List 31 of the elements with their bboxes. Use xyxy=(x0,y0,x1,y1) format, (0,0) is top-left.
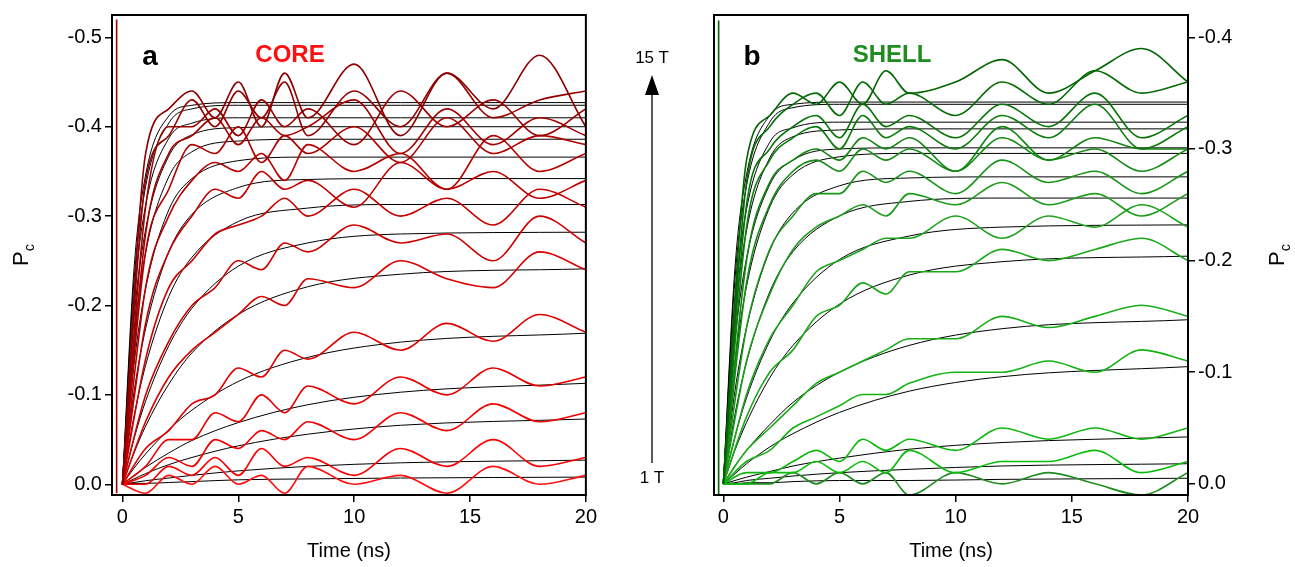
text: 15 T xyxy=(634,48,670,68)
x-tick-label: 10 xyxy=(343,504,366,527)
x-axis-title: Time (ns) xyxy=(909,538,993,561)
y-tick-label: -0.2 xyxy=(67,293,102,316)
text: CORE xyxy=(255,39,325,67)
y2-tick-label: -0.1 xyxy=(1198,359,1233,382)
text: 1 T xyxy=(638,468,666,488)
y-tick-label: -0.5 xyxy=(67,24,102,47)
y-tick-label: -0.4 xyxy=(67,114,102,137)
annotation: b xyxy=(743,39,761,71)
annotation: a xyxy=(142,39,159,71)
y2-tick-label: -0.3 xyxy=(1198,136,1233,159)
x-tick-label: 0 xyxy=(116,504,128,527)
x-tick-label: 20 xyxy=(574,504,597,527)
text: SHELL xyxy=(852,39,932,67)
x-tick-label: 5 xyxy=(232,504,244,527)
y2-tick-label: -0.2 xyxy=(1198,248,1233,271)
x-tick-label: 5 xyxy=(833,504,846,527)
x-tick-label: 15 xyxy=(1060,504,1083,527)
y-tick-label: 0.0 xyxy=(74,471,102,494)
x-axis-title: Time (ns) xyxy=(307,538,391,561)
y-axis-title: Pc xyxy=(8,244,37,266)
x-tick-label: 0 xyxy=(717,504,729,527)
y2-tick-label: 0.0 xyxy=(1198,471,1226,494)
y2-tick-label: -0.4 xyxy=(1198,24,1233,47)
x-tick-label: 15 xyxy=(458,504,482,527)
y-tick-label: -0.1 xyxy=(67,382,102,405)
y2-axis-title: Pc xyxy=(1264,244,1293,266)
x-tick-label: 10 xyxy=(944,504,967,527)
y-tick-label: -0.3 xyxy=(67,203,102,226)
x-tick-label: 20 xyxy=(1176,504,1200,527)
